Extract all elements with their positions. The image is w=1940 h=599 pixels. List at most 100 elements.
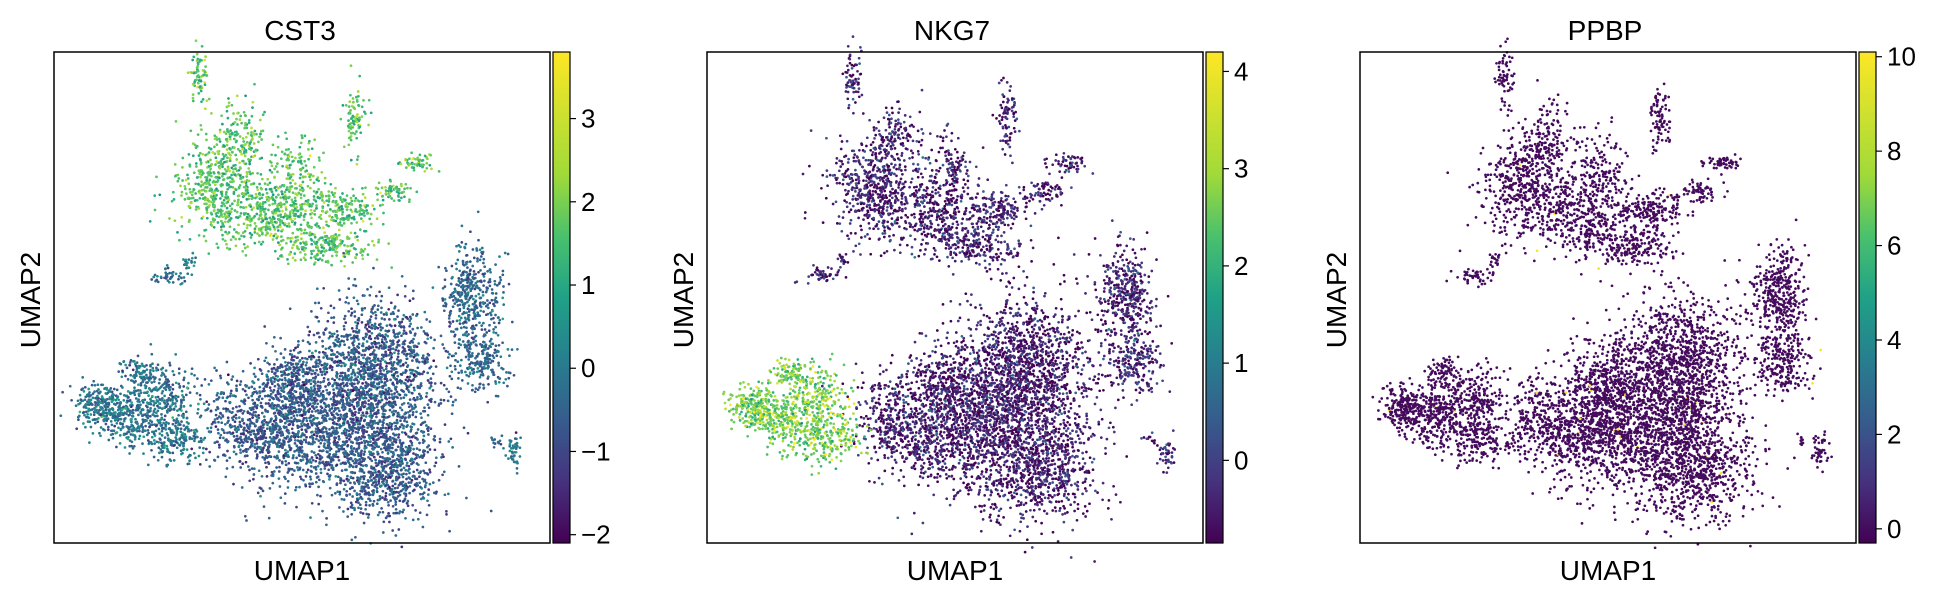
cell-point [259, 242, 263, 246]
cell-point [437, 170, 441, 173]
cell-point [405, 477, 408, 481]
cell-point [354, 410, 357, 414]
cell-point [357, 329, 361, 332]
cell-point [336, 475, 340, 479]
cell-point [350, 307, 353, 311]
cell-point [309, 178, 312, 182]
cell-point [506, 348, 510, 351]
cell-point [284, 205, 288, 209]
cell-point [333, 209, 337, 213]
cell-point [315, 456, 319, 460]
cell-point [458, 319, 462, 322]
cell-point [468, 296, 472, 300]
cell-point [342, 447, 346, 451]
cell-point [369, 412, 373, 416]
cell-point [404, 361, 408, 365]
cell-point [293, 252, 297, 255]
cell-point [340, 374, 344, 378]
cell-point [339, 117, 343, 121]
cell-point [345, 402, 348, 406]
cell-point [353, 382, 356, 386]
cell-point [431, 372, 435, 376]
cell-point [230, 103, 234, 107]
cell-point [218, 128, 222, 132]
cell-point [380, 306, 383, 310]
cell-point [286, 486, 290, 489]
cell-point [315, 405, 318, 409]
cell-point [244, 184, 248, 187]
cell-point [403, 295, 407, 298]
cell-point [333, 407, 337, 410]
cell-point [425, 424, 428, 427]
cell-point [402, 332, 405, 335]
cell-point [459, 326, 463, 330]
cell-point [375, 405, 379, 409]
cell-point [254, 225, 258, 228]
cell-point [399, 364, 402, 368]
cell-point [371, 239, 374, 243]
cell-point [418, 511, 422, 515]
cell-point [218, 164, 221, 168]
cell-point [197, 182, 200, 186]
cell-point [321, 345, 325, 348]
cell-point [244, 162, 248, 166]
cell-point [276, 170, 279, 174]
cell-point [232, 167, 235, 171]
cell-point [331, 334, 334, 338]
cell-point [180, 225, 184, 228]
cell-point [249, 133, 253, 137]
cell-point [198, 463, 202, 466]
cell-point [348, 100, 352, 103]
cell-point [474, 323, 478, 327]
cell-point [290, 246, 294, 250]
cell-point [201, 215, 205, 219]
cell-point [476, 210, 480, 214]
cell-point [482, 383, 485, 387]
cell-point [466, 431, 470, 435]
cell-point [397, 349, 400, 353]
cell-point [349, 446, 353, 450]
cell-point [378, 367, 382, 370]
cell-point [357, 351, 361, 355]
cell-point [425, 318, 429, 321]
cell-point [479, 373, 483, 377]
cell-point [284, 360, 287, 364]
cell-point [368, 217, 372, 221]
cell-point [373, 353, 376, 356]
cell-point [482, 321, 485, 325]
cell-point [220, 204, 224, 208]
cell-point [307, 333, 311, 337]
cell-point [365, 333, 369, 336]
cell-point [225, 242, 228, 246]
cell-point [315, 206, 318, 210]
cell-point [223, 167, 227, 171]
cell-point [467, 304, 471, 308]
cell-point [384, 388, 388, 391]
cell-point [228, 212, 232, 216]
cell-point [370, 409, 374, 413]
cell-point [311, 482, 314, 485]
cell-point [244, 192, 248, 196]
cell-point [381, 358, 385, 361]
cell-point [299, 183, 303, 187]
cell-point [415, 314, 418, 318]
cell-point [403, 352, 406, 356]
cell-point [250, 233, 254, 237]
cell-point [387, 329, 390, 333]
scatter-points [59, 39, 522, 549]
cell-point [451, 275, 454, 279]
cell-point [217, 152, 220, 156]
cell-point [375, 217, 379, 221]
cell-point [354, 330, 358, 334]
cell-point [311, 405, 315, 409]
cell-point [321, 350, 325, 354]
cell-point [441, 286, 445, 290]
cell-point [392, 312, 395, 316]
cell-point [361, 411, 365, 415]
cell-point [347, 129, 351, 133]
cell-point [377, 240, 380, 244]
cell-point [299, 196, 303, 200]
cell-point [465, 253, 469, 257]
cell-point [173, 219, 177, 223]
cell-point [484, 362, 488, 366]
